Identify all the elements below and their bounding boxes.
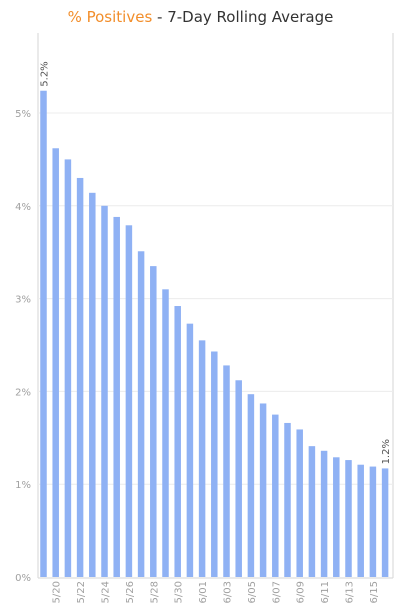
bar xyxy=(101,205,108,578)
y-tick-label: 3% xyxy=(15,295,31,306)
chart-title-accent: % Positives xyxy=(67,8,153,26)
x-tick-label: 5/28 xyxy=(149,581,160,603)
bar xyxy=(137,251,145,577)
bar xyxy=(235,380,242,577)
bar xyxy=(186,323,194,577)
chart-title: % Positives - 7-Day Rolling Average xyxy=(0,8,401,26)
x-tick-label: 5/22 xyxy=(76,581,87,603)
bar xyxy=(247,394,255,577)
y-tick-label: 2% xyxy=(15,387,31,398)
x-tick-label: 5/26 xyxy=(125,581,136,603)
bar xyxy=(320,450,328,577)
bar xyxy=(40,90,47,577)
data-label: 5.2% xyxy=(40,61,51,86)
bar xyxy=(272,414,279,577)
x-tick-label: 6/03 xyxy=(223,581,234,603)
bar xyxy=(333,457,340,577)
bar xyxy=(284,422,291,577)
bar xyxy=(64,159,72,577)
x-tick-label: 6/13 xyxy=(345,581,356,603)
x-tick-label: 6/01 xyxy=(198,581,209,603)
x-tick-label: 6/11 xyxy=(320,581,331,603)
x-tick-label: 6/15 xyxy=(369,581,380,603)
x-tick-label: 6/09 xyxy=(296,581,307,603)
bar xyxy=(89,192,96,578)
bar xyxy=(150,266,157,577)
bar xyxy=(52,148,59,577)
y-tick-label: 0% xyxy=(15,573,31,584)
bar xyxy=(369,466,377,577)
bar xyxy=(357,464,364,577)
bar xyxy=(113,216,120,577)
x-tick-label: 5/30 xyxy=(174,581,185,603)
bar xyxy=(308,446,316,577)
data-label: 1.2% xyxy=(381,439,392,464)
chart-title-rest: - 7-Day Rolling Average xyxy=(152,8,334,26)
bar xyxy=(198,340,206,577)
bar xyxy=(381,468,389,577)
y-tick-label: 1% xyxy=(15,480,31,491)
y-tick-label: 5% xyxy=(15,109,31,120)
bar xyxy=(259,403,267,577)
bar xyxy=(125,225,133,577)
x-tick-label: 6/05 xyxy=(247,581,258,603)
bar xyxy=(296,429,303,577)
bar xyxy=(76,177,84,577)
bar xyxy=(162,289,169,577)
bar xyxy=(223,365,230,577)
x-tick-label: 6/07 xyxy=(271,581,282,603)
x-tick-label: 5/20 xyxy=(52,581,63,603)
bar xyxy=(174,306,181,577)
x-tick-label: 5/24 xyxy=(101,581,112,603)
y-tick-label: 4% xyxy=(15,202,31,213)
bar xyxy=(345,460,352,577)
bar xyxy=(211,351,218,577)
